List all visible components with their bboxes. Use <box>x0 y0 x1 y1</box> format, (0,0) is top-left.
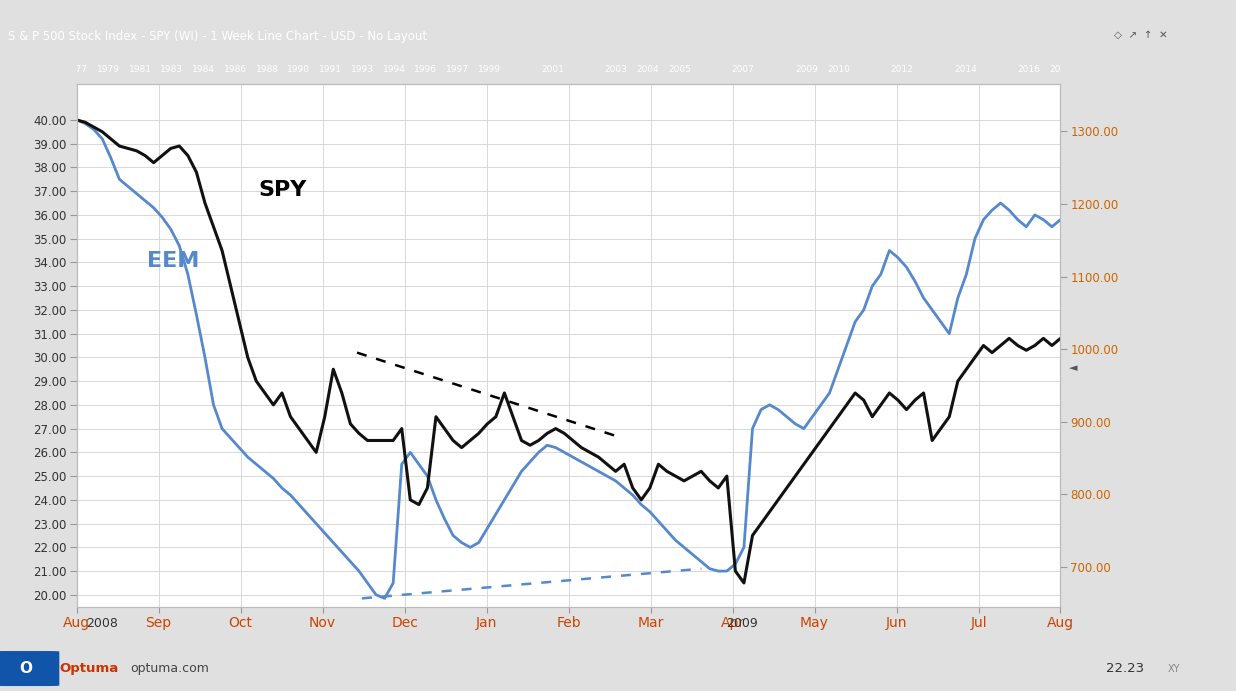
Text: ◄: ◄ <box>1069 363 1077 373</box>
Text: 2017: 2017 <box>1049 65 1072 74</box>
Text: 1997: 1997 <box>446 65 468 74</box>
Text: 2014: 2014 <box>954 65 976 74</box>
Text: 1994: 1994 <box>383 65 405 74</box>
Text: 2003: 2003 <box>604 65 628 74</box>
Text: 22.23: 22.23 <box>1106 662 1145 675</box>
Text: 2009: 2009 <box>795 65 818 74</box>
Text: 1991: 1991 <box>319 65 342 74</box>
Text: ◇  ↗  ↑  ✕: ◇ ↗ ↑ ✕ <box>1115 30 1168 40</box>
Text: EEM: EEM <box>147 251 200 271</box>
Text: 2005: 2005 <box>669 65 691 74</box>
Text: 2008: 2008 <box>87 617 119 630</box>
Text: 1988: 1988 <box>256 65 278 74</box>
Text: Optuma: Optuma <box>59 662 119 675</box>
Text: 1986: 1986 <box>224 65 247 74</box>
FancyBboxPatch shape <box>0 651 59 686</box>
Text: SPY: SPY <box>258 180 307 200</box>
Text: S & P 500 Stock Index - SPY (WI) - 1 Week Line Chart - USD - No Layout: S & P 500 Stock Index - SPY (WI) - 1 Wee… <box>7 30 426 43</box>
Text: 1996: 1996 <box>414 65 438 74</box>
Text: 2012: 2012 <box>890 65 913 74</box>
Text: XY: XY <box>1168 663 1180 674</box>
Text: 1993: 1993 <box>351 65 373 74</box>
Text: optuma.com: optuma.com <box>130 662 209 675</box>
Text: 1999: 1999 <box>478 65 501 74</box>
Text: 1981: 1981 <box>129 65 152 74</box>
Text: 2016: 2016 <box>1017 65 1041 74</box>
Text: 1984: 1984 <box>192 65 215 74</box>
Text: 1990: 1990 <box>287 65 310 74</box>
Text: 2007: 2007 <box>732 65 754 74</box>
Text: 1983: 1983 <box>161 65 183 74</box>
Text: 2009: 2009 <box>726 617 758 630</box>
Text: 1979: 1979 <box>96 65 120 74</box>
Text: 2001: 2001 <box>541 65 564 74</box>
Text: O: O <box>19 661 32 676</box>
Text: 1977: 1977 <box>66 65 88 74</box>
Text: 2004: 2004 <box>637 65 659 74</box>
Text: 2010: 2010 <box>827 65 850 74</box>
